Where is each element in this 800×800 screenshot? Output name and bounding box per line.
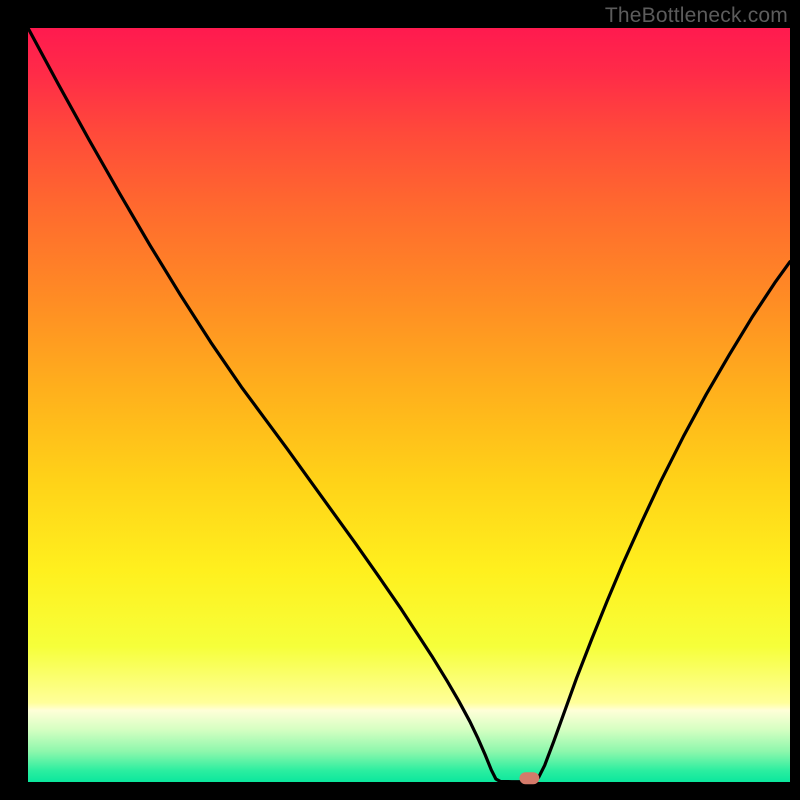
chart-svg [0,0,800,800]
bottleneck-curve [28,28,790,782]
source-watermark: TheBottleneck.com [605,4,788,28]
optimal-point-marker [519,772,539,784]
chart-container: TheBottleneck.com [0,0,800,800]
